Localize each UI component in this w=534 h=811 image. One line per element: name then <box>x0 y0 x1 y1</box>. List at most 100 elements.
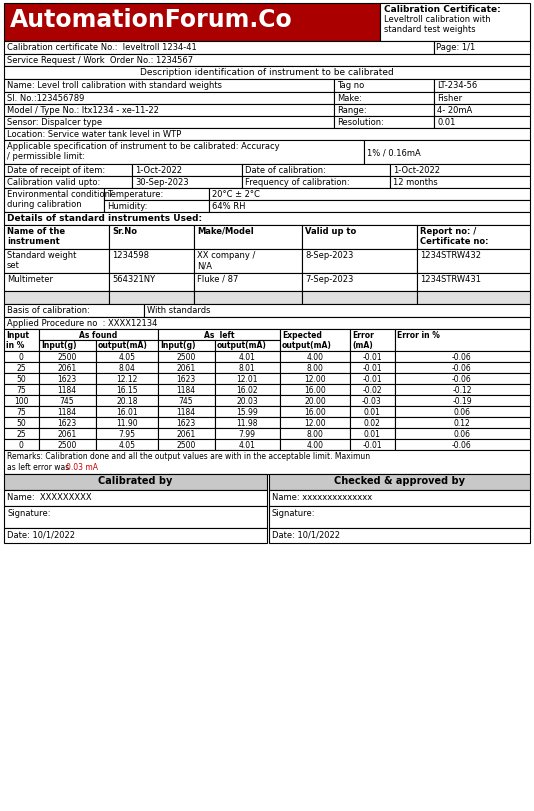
Bar <box>280 384 350 395</box>
Text: 0.03 mA: 0.03 mA <box>66 463 98 472</box>
Text: -0.19: -0.19 <box>452 397 472 406</box>
Text: Make/Model: Make/Model <box>197 227 254 236</box>
Text: -0.01: -0.01 <box>362 375 382 384</box>
Text: 4.00: 4.00 <box>307 353 324 362</box>
Text: Error in %: Error in % <box>397 331 440 340</box>
Bar <box>4 528 267 543</box>
Text: Humidity:: Humidity: <box>107 202 147 211</box>
Bar <box>194 249 302 273</box>
Text: 0.02: 0.02 <box>364 419 380 428</box>
Bar <box>4 92 334 104</box>
Bar <box>4 329 39 351</box>
Bar <box>158 362 215 373</box>
Text: Name: xxxxxxxxxxxxxx: Name: xxxxxxxxxxxxxx <box>272 493 372 502</box>
Bar <box>4 428 39 439</box>
Bar <box>350 362 395 373</box>
Bar <box>96 362 158 373</box>
Bar <box>4 273 109 291</box>
Text: Fisher: Fisher <box>437 94 462 103</box>
Bar <box>364 140 530 164</box>
Bar <box>109 249 194 273</box>
Text: -0.06: -0.06 <box>452 375 472 384</box>
Bar <box>158 395 215 406</box>
Bar <box>96 373 158 384</box>
Bar <box>109 225 194 249</box>
Bar <box>39 329 158 340</box>
Bar <box>215 428 280 439</box>
Bar <box>395 362 530 373</box>
Text: -0.06: -0.06 <box>452 353 472 362</box>
Bar <box>269 528 530 543</box>
Bar <box>350 395 395 406</box>
Text: 0: 0 <box>19 441 23 450</box>
Text: Name of the
instrument: Name of the instrument <box>7 227 65 247</box>
Bar <box>280 329 350 351</box>
Text: Input(g): Input(g) <box>160 341 195 350</box>
Text: Input
in %: Input in % <box>6 331 29 350</box>
Text: Calibration valid upto:: Calibration valid upto: <box>7 178 100 187</box>
Bar <box>215 406 280 417</box>
Bar <box>4 439 39 450</box>
Bar <box>4 128 530 140</box>
Bar <box>158 340 215 351</box>
Bar <box>109 273 194 291</box>
Bar <box>395 329 530 351</box>
Text: Make:: Make: <box>337 94 362 103</box>
Bar <box>4 317 530 329</box>
Text: 20°C ± 2°C: 20°C ± 2°C <box>212 190 260 199</box>
Text: 8.04: 8.04 <box>119 364 136 373</box>
Text: 12.00: 12.00 <box>304 419 326 428</box>
Text: Multimeter: Multimeter <box>7 275 53 284</box>
Bar <box>417 225 530 249</box>
Bar <box>269 506 530 528</box>
Text: Service Request / Work  Order No.: 1234567: Service Request / Work Order No.: 123456… <box>7 56 193 65</box>
Text: 16.02: 16.02 <box>236 386 258 395</box>
Text: Calibration certificate No.:  leveltroll 1234-41: Calibration certificate No.: leveltroll … <box>7 43 197 52</box>
Text: As found: As found <box>79 331 117 340</box>
Bar <box>96 439 158 450</box>
Text: Input(g): Input(g) <box>41 341 76 350</box>
Bar <box>434 104 530 116</box>
Bar <box>215 362 280 373</box>
Bar <box>4 490 267 506</box>
Bar <box>350 428 395 439</box>
Text: Basis of calibration:: Basis of calibration: <box>7 306 90 315</box>
Text: 12.01: 12.01 <box>236 375 258 384</box>
Bar <box>96 406 158 417</box>
Text: 745: 745 <box>179 397 193 406</box>
Bar <box>4 79 334 92</box>
Text: 0.06: 0.06 <box>453 430 470 439</box>
Bar <box>395 395 530 406</box>
Text: 12 months: 12 months <box>393 178 438 187</box>
Bar <box>158 373 215 384</box>
Bar <box>109 291 194 304</box>
Text: 2061: 2061 <box>176 364 195 373</box>
Bar <box>39 351 96 362</box>
Bar <box>215 417 280 428</box>
Text: 1234598: 1234598 <box>112 251 149 260</box>
Text: 2500: 2500 <box>176 353 195 362</box>
Bar <box>434 41 530 54</box>
Text: 25: 25 <box>16 364 26 373</box>
Text: 1623: 1623 <box>57 419 76 428</box>
Text: Location: Service water tank level in WTP: Location: Service water tank level in WT… <box>7 130 181 139</box>
Text: Signature:: Signature: <box>272 509 316 518</box>
Text: standard test weights: standard test weights <box>384 25 476 34</box>
Text: Name:  XXXXXXXXX: Name: XXXXXXXXX <box>7 493 92 502</box>
Bar <box>4 474 267 490</box>
Text: 1-Oct-2022: 1-Oct-2022 <box>393 166 440 175</box>
Bar <box>390 176 530 188</box>
Bar <box>350 329 395 351</box>
Bar <box>4 373 39 384</box>
Text: 16.15: 16.15 <box>116 386 138 395</box>
Bar <box>96 395 158 406</box>
Bar <box>96 351 158 362</box>
Bar <box>4 188 104 212</box>
Bar <box>350 406 395 417</box>
Bar <box>4 304 144 317</box>
Text: 7-Sep-2023: 7-Sep-2023 <box>305 275 354 284</box>
Text: -0.01: -0.01 <box>362 441 382 450</box>
Text: Date: 10/1/2022: Date: 10/1/2022 <box>7 531 75 540</box>
Bar <box>215 373 280 384</box>
Bar <box>215 384 280 395</box>
